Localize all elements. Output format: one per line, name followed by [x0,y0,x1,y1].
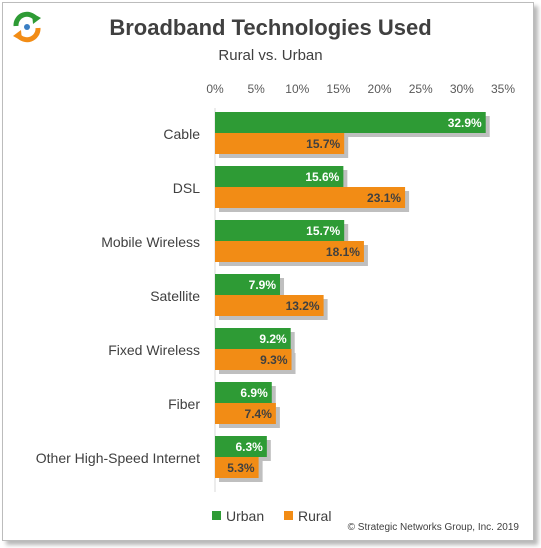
legend-swatch-rural [284,511,293,520]
data-label: 6.9% [240,386,268,400]
data-label: 6.3% [235,440,263,454]
data-label: 18.1% [326,245,360,259]
data-label: 15.7% [306,137,340,151]
data-label: 5.3% [227,461,255,475]
bar-rural [215,295,324,316]
x-tick-label: 5% [247,82,265,96]
category-label: Fiber [168,396,200,412]
category-label: Other High-Speed Internet [36,450,200,466]
bar-rural [215,187,406,208]
bar-urban [215,382,272,403]
bar-urban [215,112,486,133]
data-label: 7.4% [245,407,273,421]
x-tick-label: 15% [326,82,350,96]
data-label: 23.1% [367,191,401,205]
bar-rural [215,241,364,262]
category-label: Fixed Wireless [108,342,200,358]
data-label: 15.7% [306,224,340,238]
data-label: 9.3% [260,353,288,367]
bar-urban [215,436,267,457]
chart-title: Broadband Technologies Used [109,15,432,40]
x-tick-label: 0% [206,82,224,96]
bar-urban [215,220,345,241]
x-tick-label: 25% [409,82,433,96]
copyright-notice: © Strategic Networks Group, Inc. 2019 [347,522,519,533]
category-label: Mobile Wireless [101,234,200,250]
data-label: 7.9% [249,278,277,292]
chart-subtitle: Rural vs. Urban [218,47,323,64]
data-label: 9.2% [259,332,287,346]
bar-rural [215,133,345,154]
x-tick-label: 30% [450,82,474,96]
category-label: Satellite [150,288,200,304]
x-tick-label: 10% [285,82,309,96]
recycle-arrows-logo [13,11,41,43]
legend-swatch-urban [212,511,221,520]
x-tick-label: 20% [368,82,392,96]
category-label: DSL [173,180,200,196]
category-label: Cable [163,126,200,142]
bar-rural [215,349,292,370]
x-tick-label: 35% [491,82,515,96]
bar-rural [215,457,259,478]
bar-urban [215,274,281,295]
legend-label: Urban [226,508,264,524]
data-label: 13.2% [286,299,320,313]
legend-label: Rural [298,508,331,524]
data-label: 32.9% [448,116,482,130]
bar-urban [215,166,344,187]
bar-rural [215,403,276,424]
data-label: 15.6% [305,170,339,184]
bar-urban [215,328,291,349]
chart-frame [2,2,534,541]
